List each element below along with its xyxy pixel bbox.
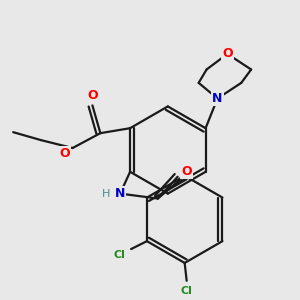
Text: Cl: Cl	[113, 250, 125, 260]
Text: O: O	[181, 165, 192, 178]
Text: O: O	[222, 47, 233, 60]
Text: Cl: Cl	[181, 286, 193, 296]
Text: O: O	[87, 89, 98, 102]
Text: N: N	[115, 187, 125, 200]
Text: O: O	[59, 148, 70, 160]
Text: N: N	[212, 92, 223, 105]
Text: H: H	[102, 189, 110, 199]
